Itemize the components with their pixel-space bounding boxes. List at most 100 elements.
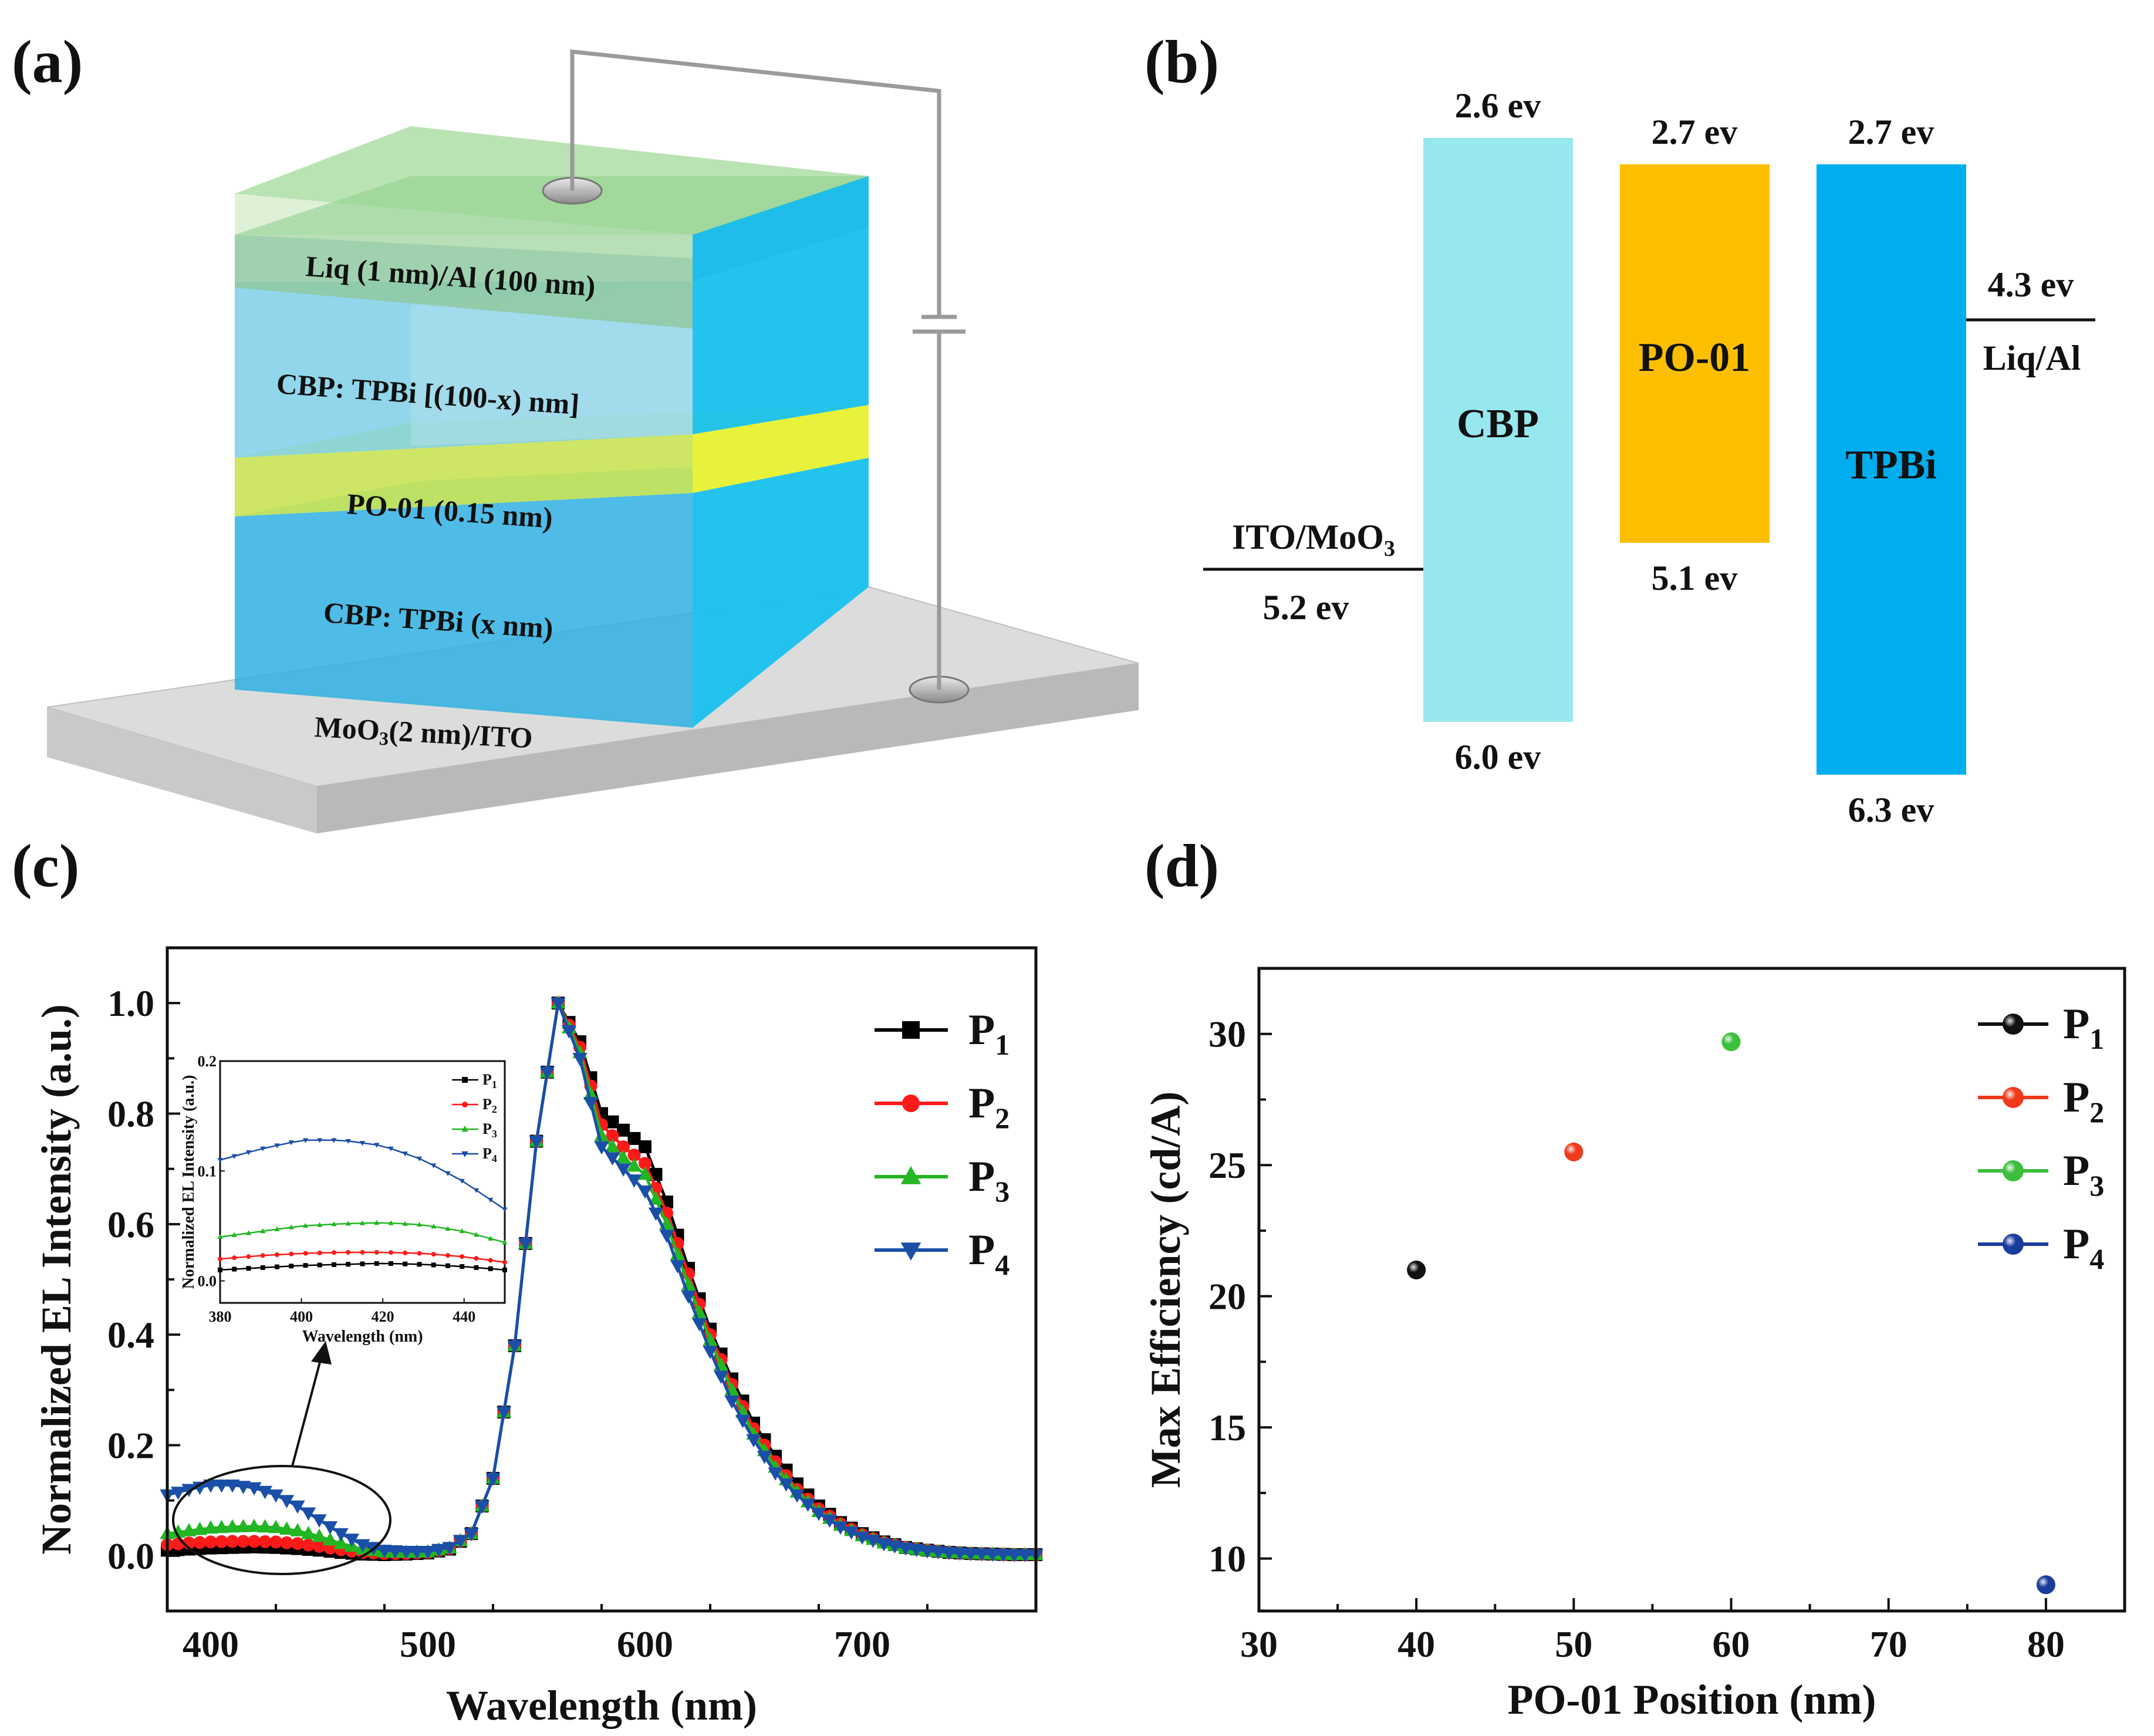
data-point-p3 [279, 1521, 295, 1535]
y-tick-label: 0.4 [107, 1314, 154, 1356]
data-point-p4 [626, 1174, 642, 1188]
legend-marker-highlight [2003, 1014, 2024, 1035]
panel-a-label: (a) [12, 28, 83, 96]
data-point-p4 [247, 1482, 262, 1496]
data-point-p4 [876, 1538, 892, 1552]
data-point-p4 [789, 1489, 805, 1503]
inset-y-axis-title: Normalized EL Intensity (a.u.) [180, 1075, 198, 1289]
inset-point-p1 [317, 1262, 322, 1268]
legend-item-p4: P4 [875, 1226, 1010, 1281]
data-point-p4 [301, 1507, 316, 1521]
data-point-p4 [778, 1478, 794, 1492]
data-point-p3 [333, 1535, 349, 1549]
legend-marker-highlight [2003, 1234, 2024, 1255]
data-point-p3 [214, 1519, 229, 1534]
inset-point-p2 [218, 1257, 222, 1262]
inset-legend-marker [462, 1077, 468, 1083]
inset-point-p1 [246, 1266, 251, 1271]
inset-point-p4 [274, 1143, 280, 1149]
data-point-p4 [387, 1545, 403, 1559]
inset-point-p4 [488, 1198, 494, 1203]
inset-point-p3 [445, 1225, 451, 1231]
data-point-p1 [617, 1123, 630, 1137]
data-point-p4 [833, 1521, 848, 1535]
data-point-p4 [724, 1395, 740, 1409]
x-tick-label: 70 [1870, 1623, 1907, 1665]
data-point-p3 [257, 1519, 273, 1533]
data-point-p4 [225, 1479, 240, 1493]
tpbi-lumo-label: 2.7 ev [1848, 113, 1934, 151]
upper-cbp-side [693, 229, 869, 434]
inset-point-p2 [346, 1249, 351, 1255]
data-point-p4 [1007, 1549, 1022, 1563]
y-tick-label: 1.0 [107, 982, 154, 1024]
inset-point-p3 [402, 1221, 408, 1226]
y-axis-title: Normalized EL Intensity (a.u.) [33, 1004, 80, 1555]
data-point-p4 [529, 1136, 544, 1149]
data-point-p2 [302, 1538, 315, 1552]
inset-point-p4 [374, 1143, 380, 1148]
cathode-glass-top [235, 126, 869, 235]
data-point-p1 [606, 1115, 619, 1129]
data-point-p3 [616, 1150, 631, 1164]
data-point-p2 [606, 1129, 619, 1143]
inset-point-p1 [445, 1263, 450, 1268]
legend-marker-highlight [2003, 1087, 2024, 1108]
data-point-p2 [215, 1535, 228, 1548]
data-point-p4 [214, 1479, 229, 1493]
cbp-homo-label: 6.0 ev [1455, 738, 1541, 776]
inset-point-p4 [245, 1150, 252, 1156]
data-point-p4 [735, 1414, 751, 1428]
inset-point-p3 [331, 1221, 337, 1227]
data-point-p4 [518, 1238, 534, 1251]
data-point-p3 [247, 1518, 262, 1532]
inset-point-p3 [431, 1224, 437, 1229]
data-point-p3 [626, 1158, 642, 1172]
lower-cbp-side [693, 458, 869, 728]
inset-point-p4 [217, 1158, 223, 1163]
inset-point-p3 [317, 1222, 323, 1227]
x-tick-label: 60 [1713, 1623, 1750, 1665]
y-tick-label: 0.0 [107, 1535, 154, 1577]
data-point-p4 [192, 1481, 208, 1495]
data-point-p4 [843, 1526, 859, 1540]
inset-legend-label: P3 [482, 1120, 497, 1140]
inset-point-p1 [303, 1263, 308, 1268]
data-point-p4 [344, 1534, 360, 1547]
x-axis-title: PO-01 Position (nm) [1508, 1676, 1876, 1723]
y-tick-label: 30 [1208, 1014, 1246, 1055]
inset-legend-marker [461, 1126, 468, 1132]
inset-point-p4 [359, 1141, 366, 1146]
data-point-highlight [1407, 1260, 1426, 1279]
x-tick-label: 600 [617, 1623, 673, 1665]
data-point-p4 [898, 1542, 913, 1556]
series-p4 [160, 997, 1044, 1563]
substrate-side [317, 663, 1139, 833]
inset-legend-marker [461, 1151, 468, 1157]
legend-item-p4: P4 [1978, 1220, 2104, 1275]
data-point-p4 [659, 1230, 674, 1243]
inset-point-p3 [502, 1239, 508, 1245]
legend-item-p1: P1 [1978, 1000, 2104, 1055]
tpbi-name: TPBi [1845, 443, 1937, 488]
inset-point-p1 [431, 1262, 436, 1268]
inset-x-tick-label: 420 [372, 1308, 394, 1325]
inset-point-p2 [289, 1251, 294, 1257]
efficiency-chart: 30 40 50 60 70 80 10 15 20 25 30 PO-01 Position (nm… [1142, 967, 2126, 1723]
po01-homo-label: 5.1 ev [1652, 559, 1738, 597]
data-point-p1 [627, 1132, 641, 1145]
arrow-head [311, 1341, 332, 1365]
inset-x-tick-label: 400 [290, 1308, 313, 1325]
inset-point-p4 [317, 1138, 323, 1143]
inset-point-p4 [416, 1156, 423, 1161]
data-point-p3 [648, 1191, 664, 1205]
inset-point-p3 [374, 1220, 380, 1225]
inset-point-p1 [460, 1264, 465, 1269]
inset-point-p3 [260, 1228, 266, 1234]
data-point-highlight [2036, 1575, 2055, 1595]
inset-point-p2 [417, 1251, 422, 1256]
panel-d-label: (d) [1144, 832, 1219, 900]
y-tick-label: 0.6 [107, 1204, 154, 1245]
inset-point-p1 [332, 1262, 336, 1267]
